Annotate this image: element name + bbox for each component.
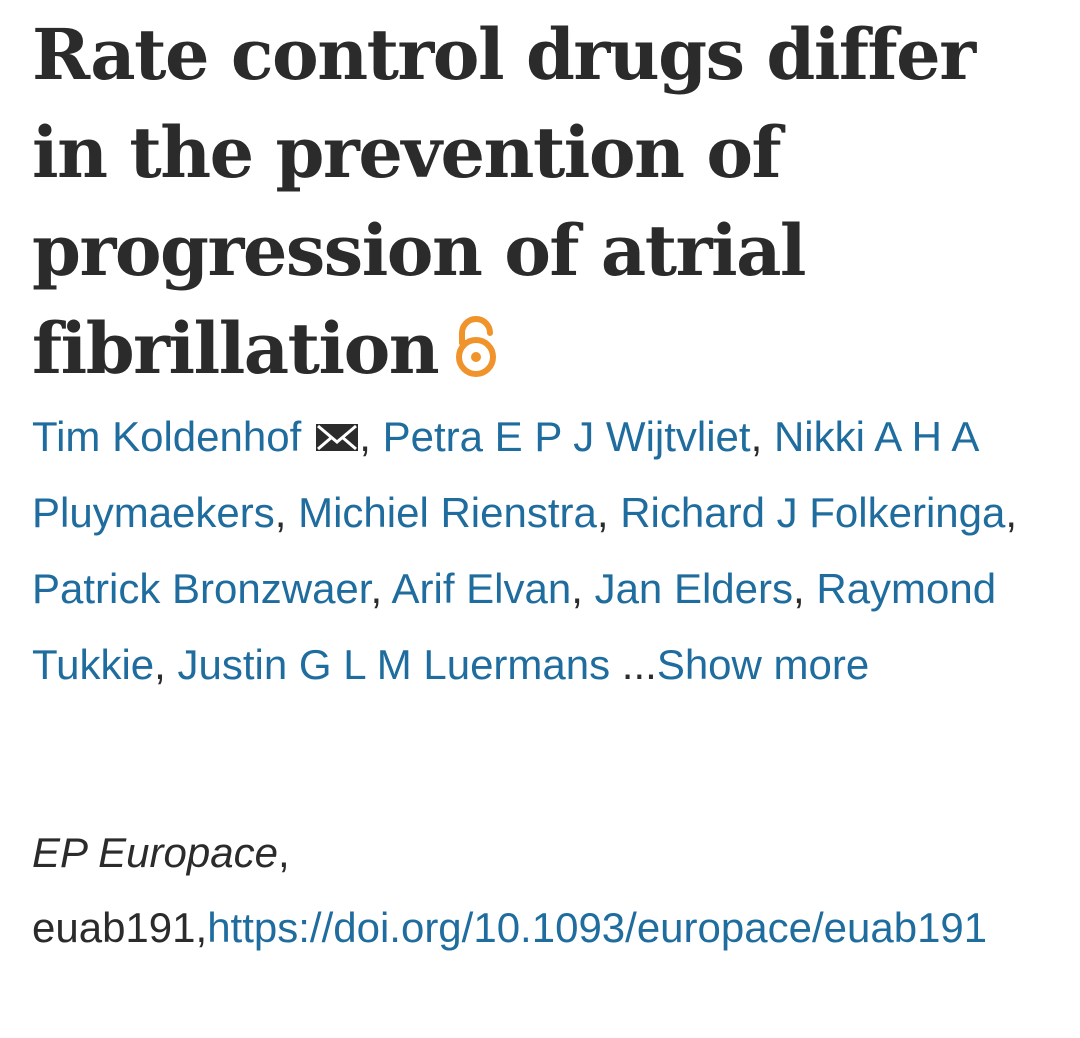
author-list: Tim Koldenhof, Petra E P J Wijtvliet, Ni… bbox=[32, 399, 1052, 703]
author-link[interactable]: Arif Elvan bbox=[391, 565, 572, 612]
author-link[interactable]: Patrick Bronzwaer bbox=[32, 565, 371, 612]
article-title-text: Rate control drugs differ in the prevent… bbox=[32, 13, 976, 390]
envelope-icon[interactable] bbox=[315, 401, 359, 451]
doi-link[interactable]: https://doi.org/10.1093/europace/euab191 bbox=[207, 904, 988, 951]
author-link[interactable]: Raymond Tukkie bbox=[32, 565, 997, 688]
citation: EP Europace, euab191,https://doi.org/10.1… bbox=[32, 829, 988, 951]
author-ellipsis: ... bbox=[621, 641, 657, 688]
author-link[interactable]: Michiel Rienstra bbox=[298, 489, 597, 536]
author-link[interactable]: Petra E P J Wijtvliet bbox=[382, 413, 751, 460]
author-link[interactable]: Nikki A H A Pluymaekers bbox=[32, 413, 978, 536]
author-link[interactable]: Justin G L M Luermans bbox=[177, 641, 611, 688]
open-access-lock-icon bbox=[452, 306, 500, 377]
article-title: Rate control drugs differ in the prevent… bbox=[32, 6, 1052, 398]
author-link[interactable]: Richard J Folkeringa bbox=[620, 489, 1006, 536]
author-link[interactable]: Tim Koldenhof bbox=[32, 413, 302, 460]
article-id: euab191 bbox=[32, 904, 196, 951]
show-more-button[interactable]: Show more bbox=[656, 641, 870, 688]
author-link[interactable]: Jan Elders bbox=[594, 565, 794, 612]
journal-name: EP Europace bbox=[32, 829, 278, 876]
